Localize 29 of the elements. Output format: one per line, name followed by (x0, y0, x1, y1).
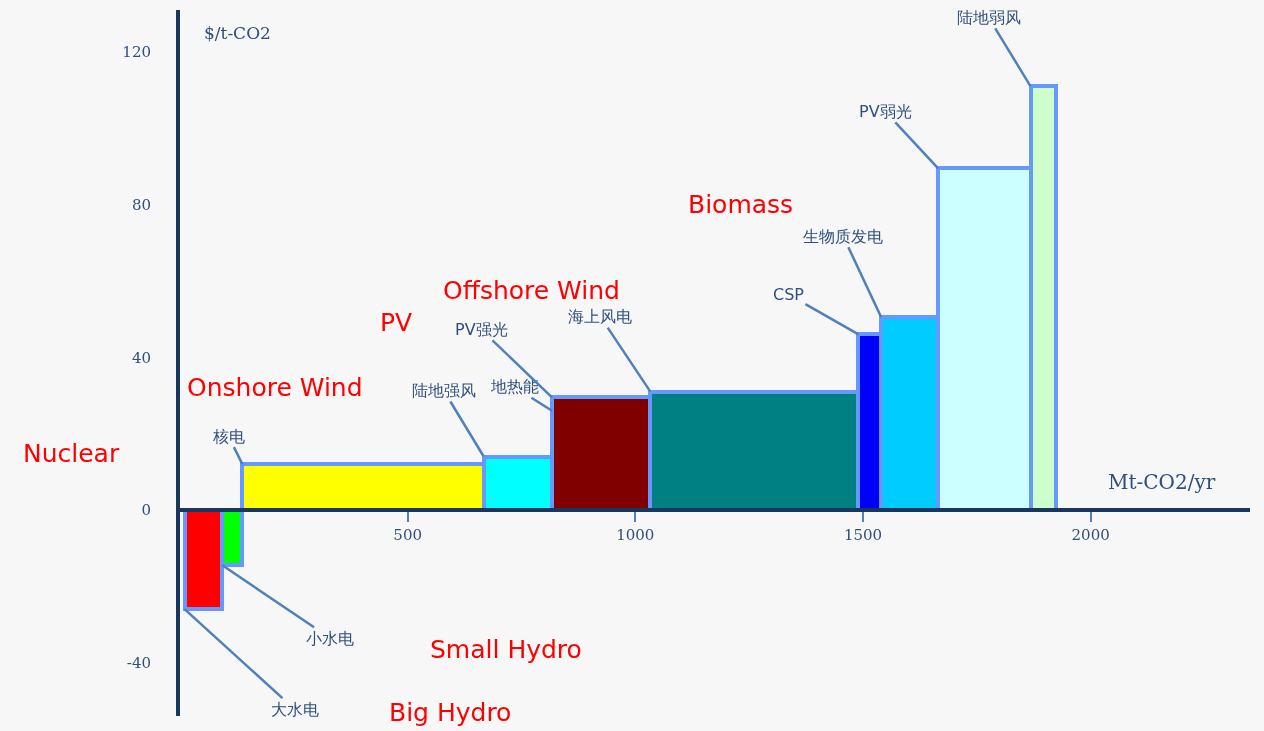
annotation: 海上风电 (568, 307, 632, 326)
annotation: 核电 (212, 427, 245, 446)
y-tick-label: 80 (131, 195, 151, 214)
annotation: PV (380, 308, 413, 337)
annotation: 陆地弱风 (957, 8, 1021, 27)
annotation: 大水电 (271, 700, 319, 719)
y-axis-title: $/t-CO2 (204, 23, 271, 43)
x-tick-label: 1500 (843, 525, 883, 544)
annotation: PV强光 (455, 320, 508, 339)
annotation: 地热能 (490, 377, 539, 396)
x-tick-label: 2000 (1071, 525, 1110, 544)
y-tick-label: 120 (122, 43, 151, 62)
annotation: 生物质发电 (803, 227, 883, 246)
annotation: 陆地强风 (412, 381, 476, 400)
annotation: Big Hydro (389, 698, 512, 727)
y-tick-label: 0 (141, 501, 151, 520)
annotation: Small Hydro (430, 635, 582, 664)
annotation: PV弱光 (859, 102, 912, 121)
annotation: 小水电 (306, 629, 354, 648)
y-tick-label: 40 (131, 348, 151, 367)
x-tick-label: 500 (393, 525, 422, 544)
x-tick-label: 1000 (616, 525, 655, 544)
text: Nuclear (23, 439, 120, 468)
annotation: Onshore Wind (187, 373, 363, 402)
annotation: Biomass (688, 190, 794, 219)
x-axis-title: Mt-CO2/yr (1108, 470, 1216, 494)
annotation: CSP (773, 285, 805, 304)
annotation: Offshore Wind (443, 276, 620, 305)
y-tick-label: -40 (126, 653, 151, 672)
